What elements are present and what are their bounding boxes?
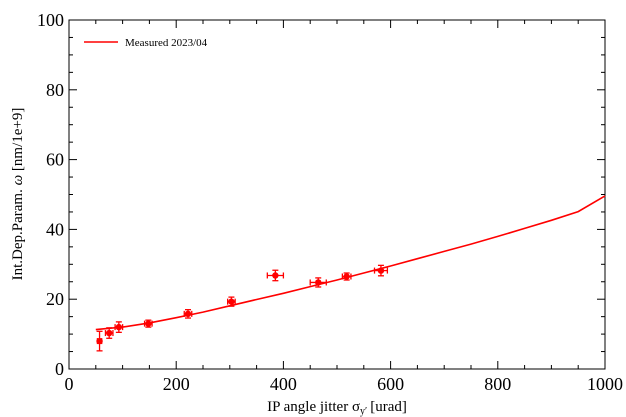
data-point bbox=[183, 309, 193, 319]
y-axis-label: Int.Dep.Param. ω [nm/1e+9] bbox=[10, 108, 26, 281]
data-point-marker bbox=[115, 323, 123, 331]
data-point-marker bbox=[96, 337, 103, 345]
plot-frame bbox=[68, 19, 606, 370]
data-point bbox=[373, 264, 389, 277]
data-point-marker bbox=[184, 310, 192, 318]
data-point-marker bbox=[377, 267, 385, 274]
x-axis-label: IP angle jitter σy′ [urad] bbox=[267, 399, 407, 417]
y-tick-label: 40 bbox=[46, 219, 64, 239]
data-point bbox=[96, 330, 103, 352]
x-tick-label: 0 bbox=[65, 374, 74, 394]
x-tick-label: 800 bbox=[484, 374, 511, 394]
x-tick-label: 400 bbox=[270, 374, 297, 394]
data-point-marker bbox=[272, 272, 279, 279]
y-tick-label: 80 bbox=[46, 80, 64, 100]
x-tick-label: 600 bbox=[377, 374, 404, 394]
legend: Measured 2023/04 bbox=[84, 37, 208, 49]
data-points-group bbox=[96, 264, 389, 352]
data-point bbox=[309, 277, 327, 288]
data-point bbox=[104, 327, 114, 339]
x-tick-label: 1000 bbox=[587, 374, 623, 394]
data-point bbox=[227, 296, 236, 307]
data-point-marker bbox=[228, 298, 235, 305]
y-tick-label: 20 bbox=[46, 289, 64, 309]
data-point-marker bbox=[315, 279, 322, 286]
data-point-marker bbox=[106, 329, 113, 337]
data-point-marker bbox=[343, 273, 350, 280]
axis-ticks bbox=[68, 19, 606, 370]
data-point-marker bbox=[145, 320, 152, 327]
x-tick-label: 200 bbox=[163, 374, 190, 394]
y-tick-label: 0 bbox=[55, 359, 64, 379]
data-point bbox=[114, 321, 124, 334]
fit-curve-group bbox=[95, 195, 606, 331]
data-point bbox=[266, 269, 285, 282]
data-point bbox=[341, 272, 352, 281]
y-tick-label: 100 bbox=[37, 10, 64, 30]
axis-tick-labels: 0 200 400 600 800 1000 0 20 40 60 80 100 bbox=[37, 10, 623, 394]
fit-curve-line bbox=[95, 195, 606, 331]
legend-label: Measured 2023/04 bbox=[125, 37, 208, 49]
y-tick-label: 60 bbox=[46, 150, 64, 170]
data-point bbox=[143, 319, 153, 328]
